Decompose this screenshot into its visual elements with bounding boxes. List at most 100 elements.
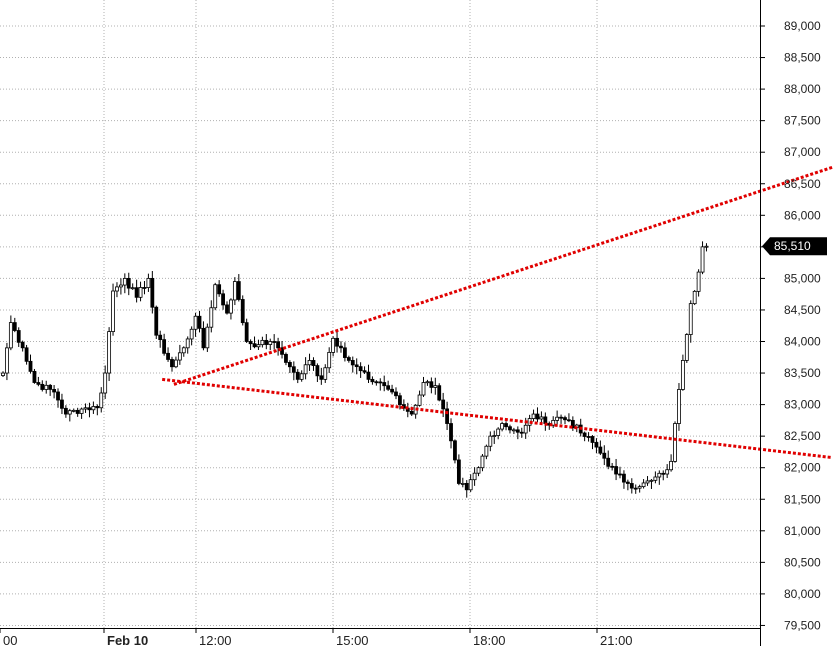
candle-body <box>343 347 347 358</box>
candle-body <box>374 381 379 384</box>
candle-body <box>311 360 316 366</box>
candle-body <box>213 284 218 309</box>
candle-body <box>606 457 611 467</box>
x-tick-label: 00 <box>3 633 17 646</box>
candle-body <box>610 465 615 468</box>
candles <box>1 241 709 498</box>
candle-body <box>201 327 206 349</box>
candle-body <box>260 339 265 346</box>
candle-body <box>515 429 520 433</box>
candle-body <box>95 406 100 409</box>
y-tick-label: 80,500 <box>784 555 821 569</box>
candle-body <box>67 410 72 415</box>
candle-body <box>500 423 505 430</box>
candle-body <box>551 419 556 426</box>
y-tick-label: 81,500 <box>784 492 821 506</box>
candle-body <box>240 299 245 324</box>
candle-body <box>264 339 269 345</box>
candle-body <box>174 359 178 368</box>
candle-body <box>315 365 320 377</box>
x-tick-label: 15:00 <box>336 633 369 646</box>
candle-body <box>323 367 328 380</box>
candle-body <box>488 435 493 447</box>
candle-body <box>421 382 426 396</box>
candle-body <box>700 246 705 273</box>
candle-body <box>535 413 540 420</box>
candle-body <box>177 352 182 361</box>
candle-body <box>122 277 127 286</box>
candle-body <box>661 472 666 475</box>
candle-body <box>252 343 257 348</box>
y-tick-label: 87,500 <box>784 114 821 128</box>
candle-body <box>358 366 363 372</box>
candle-body <box>362 370 367 373</box>
candle-body <box>119 284 123 288</box>
candle-body <box>622 473 626 483</box>
axes <box>0 0 765 646</box>
candle-body <box>248 341 253 345</box>
candle-body <box>107 331 112 374</box>
candle-body <box>24 347 29 362</box>
candle-body <box>115 286 119 292</box>
candle-body <box>594 442 599 448</box>
candle-body <box>641 482 646 488</box>
candle-body <box>704 245 709 248</box>
candle-body <box>684 334 689 361</box>
candle-body <box>268 341 273 345</box>
candle-body <box>138 287 143 298</box>
candle-body <box>598 446 603 454</box>
x-tick-label: 21:00 <box>600 633 633 646</box>
candle-body <box>445 408 449 424</box>
candle-body <box>618 473 622 476</box>
candle-body <box>154 306 159 336</box>
y-tick-label: 83,500 <box>784 366 821 380</box>
y-tick-label: 80,000 <box>784 587 821 601</box>
candle-body <box>629 483 634 489</box>
candle-body <box>570 419 575 429</box>
candle-body <box>284 353 288 363</box>
candle-body <box>319 375 324 380</box>
candle-body <box>28 360 33 372</box>
candle-body <box>272 341 277 343</box>
x-tick-label: 18:00 <box>473 633 506 646</box>
candle-body <box>354 364 359 368</box>
candle-body <box>52 389 56 393</box>
trendlines <box>161 165 833 460</box>
y-tick-label: 82,000 <box>784 461 821 475</box>
candle-body <box>417 394 422 406</box>
candle-body <box>280 347 284 355</box>
candle-body <box>398 395 402 406</box>
candle-body <box>40 383 45 390</box>
candle-body <box>484 445 489 457</box>
y-tick-label: 79,500 <box>784 618 821 632</box>
candle-body <box>150 277 155 308</box>
candle-body <box>563 417 567 421</box>
candle-body <box>350 360 355 366</box>
candle-body <box>236 281 241 300</box>
candle-body <box>130 287 135 290</box>
candle-body <box>225 304 229 314</box>
candle-body <box>555 416 560 421</box>
last-price-label: 85,510 <box>774 239 811 253</box>
candle-body <box>1 372 5 376</box>
candle-body <box>453 440 457 461</box>
candle-body <box>665 469 670 475</box>
candle-body <box>496 428 501 436</box>
candle-body <box>508 426 512 431</box>
candle-body <box>653 476 658 481</box>
candle-body <box>20 341 25 349</box>
y-tick-label: 82,500 <box>784 429 821 443</box>
candle-body <box>166 352 170 360</box>
candle-body <box>91 406 96 411</box>
y-tick-label: 83,000 <box>784 398 821 412</box>
candle-body <box>295 371 300 380</box>
candle-body <box>531 413 536 419</box>
candle-body <box>692 290 697 305</box>
candle-body <box>103 372 108 394</box>
candle-body <box>170 359 174 368</box>
candle-body <box>680 360 685 390</box>
y-tick-label: 89,000 <box>784 19 821 33</box>
candle-body <box>590 436 595 443</box>
